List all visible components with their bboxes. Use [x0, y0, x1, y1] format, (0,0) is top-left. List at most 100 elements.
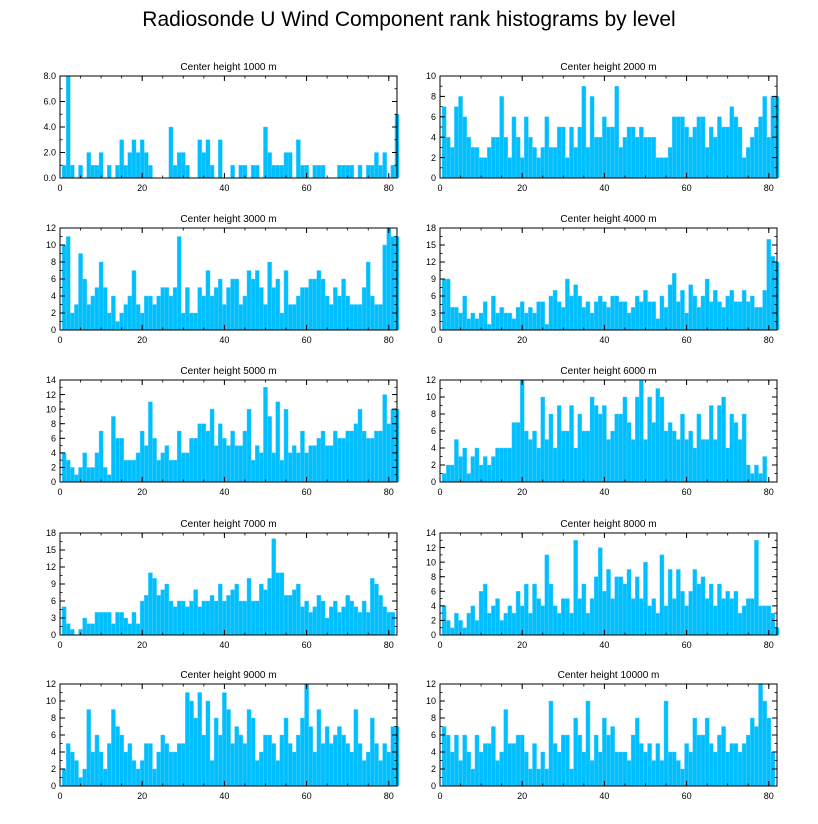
histogram-bar	[197, 423, 202, 483]
histogram-bar	[635, 295, 640, 331]
panel-10: Center height 10000 m 0 20 40 60 80 0 2 4 6 8 10 12	[426, 670, 778, 801]
histogram-bar	[458, 96, 463, 179]
histogram-bar	[374, 304, 379, 331]
histogram-bar	[123, 304, 129, 331]
y-tick-label: 0	[431, 630, 436, 640]
histogram-bar	[585, 612, 591, 636]
histogram-bar	[378, 304, 383, 331]
histogram-bar	[333, 734, 338, 787]
histogram-bar	[218, 139, 223, 179]
histogram-bar	[548, 147, 554, 179]
histogram-bar	[283, 408, 289, 483]
histogram-bar	[626, 126, 632, 179]
histogram-bar	[271, 743, 276, 787]
histogram-bar	[581, 307, 587, 331]
y-tick-label: 6	[431, 586, 436, 596]
histogram-bar	[733, 743, 739, 787]
histogram-bar	[750, 295, 755, 331]
histogram-bar	[663, 430, 669, 483]
histogram-bar	[349, 165, 355, 179]
histogram-bar	[745, 301, 751, 331]
histogram-bar	[172, 751, 178, 787]
histogram-bar	[544, 439, 550, 483]
histogram-bar	[144, 295, 149, 331]
histogram-bar	[482, 743, 488, 787]
y-tick-label: 18	[46, 528, 56, 538]
x-tick-label: 0	[437, 335, 442, 345]
histogram-bar	[466, 751, 472, 787]
histogram-bar	[680, 413, 685, 483]
histogram-bar	[304, 600, 309, 636]
histogram-bar	[70, 629, 75, 636]
histogram-bar	[308, 612, 313, 636]
histogram-bar	[770, 256, 776, 331]
x-tick-label: 20	[517, 335, 527, 345]
y-tick-label: 2	[431, 460, 436, 470]
histogram-bar	[495, 598, 500, 636]
histogram-bar	[729, 290, 735, 331]
histogram-bar	[234, 726, 239, 787]
histogram-bar	[454, 734, 459, 787]
histogram-bar	[643, 561, 648, 636]
histogram-bar	[540, 396, 546, 483]
histogram-bar	[160, 452, 166, 483]
y-tick-label: 2	[51, 764, 56, 774]
histogram-bar	[230, 165, 235, 179]
histogram-bar	[374, 743, 379, 787]
histogram-bar	[90, 751, 96, 787]
histogram-bar	[622, 301, 628, 331]
panel-title: Center height 5000 m	[180, 366, 276, 377]
histogram-bar	[193, 717, 198, 787]
panel-title: Center height 10000 m	[558, 670, 660, 681]
histogram-bar	[511, 612, 517, 636]
histogram-bar	[672, 273, 677, 331]
histogram-bar	[589, 96, 595, 179]
histogram-bar	[450, 627, 455, 636]
histogram-bar	[672, 430, 677, 483]
histogram-bar	[729, 743, 735, 787]
histogram-bar	[374, 583, 379, 636]
histogram-bar	[618, 751, 624, 787]
histogram-bar	[193, 589, 198, 636]
histogram-bar	[201, 295, 207, 331]
histogram-bar	[487, 324, 492, 331]
histogram-bar	[98, 612, 104, 636]
histogram-bar	[320, 430, 326, 483]
histogram-bar	[102, 287, 108, 331]
histogram-bar	[382, 152, 387, 179]
histogram-bar	[585, 301, 591, 331]
histogram-bar	[213, 600, 219, 636]
histogram-bar	[259, 287, 264, 331]
histogram-bar	[536, 598, 541, 636]
histogram-bar	[466, 318, 472, 331]
histogram-bar	[176, 600, 182, 636]
histogram-bar	[148, 743, 153, 787]
histogram-bar	[218, 423, 223, 483]
y-tick-label: 8	[51, 257, 56, 267]
histogram-bar	[561, 734, 566, 787]
x-tick-label: 40	[219, 487, 229, 497]
x-tick-label: 40	[599, 640, 609, 650]
x-tick-label: 20	[137, 183, 147, 193]
histogram-bar	[655, 157, 661, 179]
histogram-bar	[263, 387, 268, 483]
histogram-bar	[209, 760, 215, 787]
histogram-bar	[589, 598, 595, 636]
histogram-bar	[503, 709, 509, 787]
histogram-bar	[565, 734, 570, 787]
histogram-bar	[561, 430, 566, 483]
y-tick-label: 10	[46, 240, 56, 250]
histogram-bar	[292, 445, 297, 483]
histogram-bar	[181, 312, 186, 331]
y-tick-label: 15	[426, 240, 436, 250]
histogram-bar	[156, 751, 161, 787]
histogram-bar	[209, 408, 215, 483]
y-tick-label: 8	[431, 409, 436, 419]
histogram-bar	[333, 430, 338, 483]
histogram-bar	[729, 598, 735, 636]
histogram-bar	[312, 606, 318, 636]
histogram-bar	[445, 620, 451, 636]
histogram-bar	[144, 743, 149, 787]
histogram-bar	[205, 139, 211, 179]
histogram-bar	[524, 116, 529, 179]
